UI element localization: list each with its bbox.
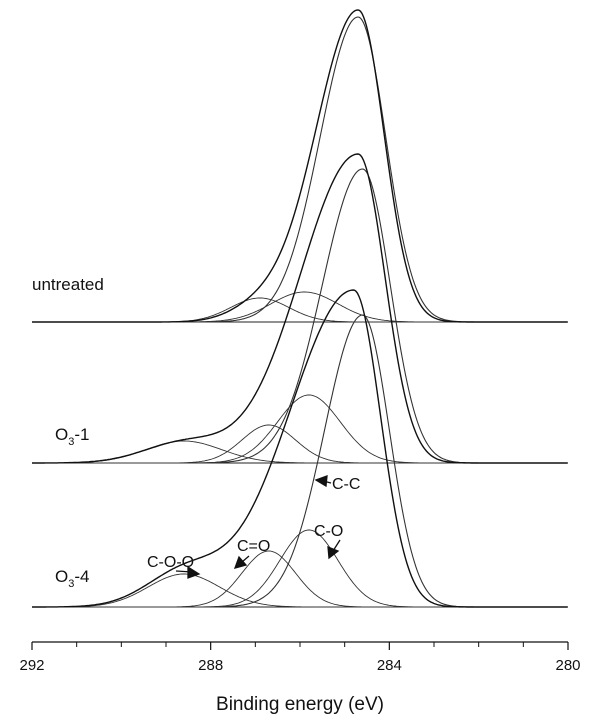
component-peak-curve	[32, 297, 568, 323]
annotation-c-eq-o: C=O	[237, 538, 270, 555]
component-peak-curve	[32, 424, 568, 464]
o3-4-label-main: O	[55, 567, 68, 586]
x-axis-title: Binding energy (eV)	[216, 694, 384, 715]
trace-label-o3-4: O3-4	[55, 567, 89, 590]
x-tick-label: 288	[198, 657, 223, 674]
o3-4-label-sub: 3	[68, 578, 74, 590]
arrow-c-o-o-head	[187, 565, 201, 579]
annotation-c-o: C-O	[314, 523, 343, 540]
o3-1-label-sub: 3	[68, 436, 74, 448]
o3-4-label-suffix: -4	[74, 567, 89, 586]
arrow-c-o-head	[327, 546, 340, 560]
component-peak-curve	[32, 291, 568, 323]
component-peak-curve	[32, 394, 568, 464]
trace-label-o3-1: O3-1	[55, 425, 89, 448]
envelope-curve	[32, 289, 568, 608]
component-peak-curve	[32, 440, 568, 464]
annotation-c-o-o: C-O-O	[147, 554, 194, 571]
arrow-c-eq-o-head	[233, 555, 248, 569]
o3-1-label-suffix: -1	[74, 425, 89, 444]
trace-label-untreated: untreated	[32, 275, 104, 294]
x-tick-label: 284	[377, 657, 402, 674]
curves-layer	[32, 9, 568, 608]
component-peak-curve	[32, 314, 568, 608]
o3-1-label-main: O	[55, 425, 68, 444]
x-tick-label: 280	[555, 657, 580, 674]
annotation-c-c: C-C	[332, 476, 360, 493]
x-axis-ticks: 292 288 284 280	[19, 642, 581, 674]
component-peak-curve	[32, 529, 568, 608]
x-tick-label: 292	[19, 657, 44, 674]
component-peak-curve	[32, 550, 568, 608]
arrow-c-c-head	[314, 475, 328, 488]
envelope-curve	[32, 9, 568, 323]
component-peak-curve	[32, 168, 568, 464]
envelope-curve	[32, 153, 568, 464]
annotation-arrows	[175, 475, 341, 579]
